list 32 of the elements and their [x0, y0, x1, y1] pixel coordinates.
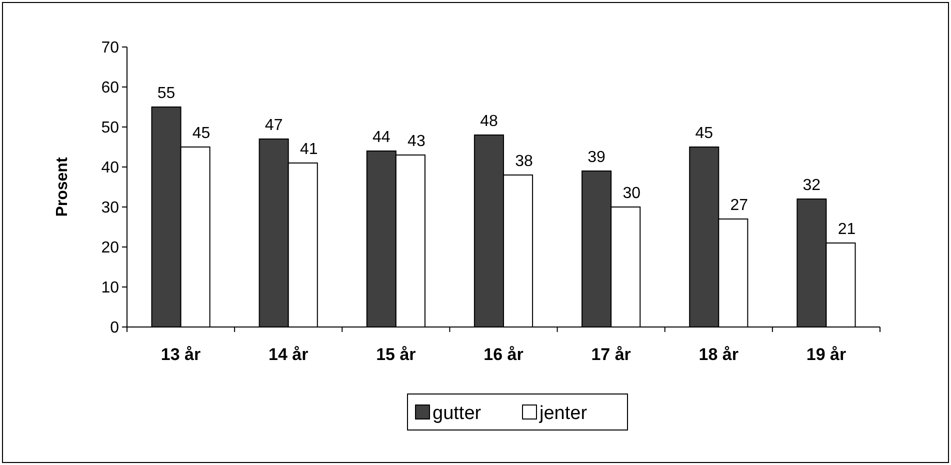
y-tick-label: 70: [101, 40, 120, 56]
x-tick-label: 18 år: [698, 345, 739, 364]
data-label: 38: [515, 153, 534, 170]
data-label: 48: [480, 113, 498, 130]
data-label: 55: [157, 85, 176, 102]
x-tick-label: 19 år: [806, 345, 846, 364]
data-label: 45: [192, 125, 210, 142]
data-label: 27: [730, 197, 748, 214]
y-tick-label: 0: [110, 320, 120, 336]
x-tick-label: 13 år: [160, 345, 202, 364]
x-tick-label: 16 år: [484, 345, 524, 364]
x-tick-label: 15 år: [376, 345, 416, 364]
data-label: 39: [588, 149, 606, 166]
data-label: 32: [802, 177, 821, 194]
y-tick-label: 40: [101, 160, 120, 176]
x-tick-label: 14 år: [268, 345, 309, 364]
data-label: 30: [622, 185, 641, 202]
data-label: 47: [264, 117, 283, 134]
y-tick-label: 30: [101, 200, 120, 216]
data-label: 41: [300, 141, 318, 158]
y-tick-label: 50: [101, 120, 120, 136]
data-label: 44: [372, 129, 390, 146]
legend-label: gutter: [432, 403, 482, 424]
data-label: 43: [408, 133, 426, 150]
y-tick-label: 20: [101, 240, 120, 256]
y-tick-label: 10: [101, 280, 120, 296]
y-axis-title: Prosent: [54, 156, 71, 217]
y-tick-label: 60: [101, 80, 120, 96]
data-label: 45: [695, 125, 714, 142]
legend-label: jenter: [538, 403, 588, 424]
x-tick-label: 17 år: [591, 345, 632, 364]
data-label: 21: [838, 221, 856, 238]
